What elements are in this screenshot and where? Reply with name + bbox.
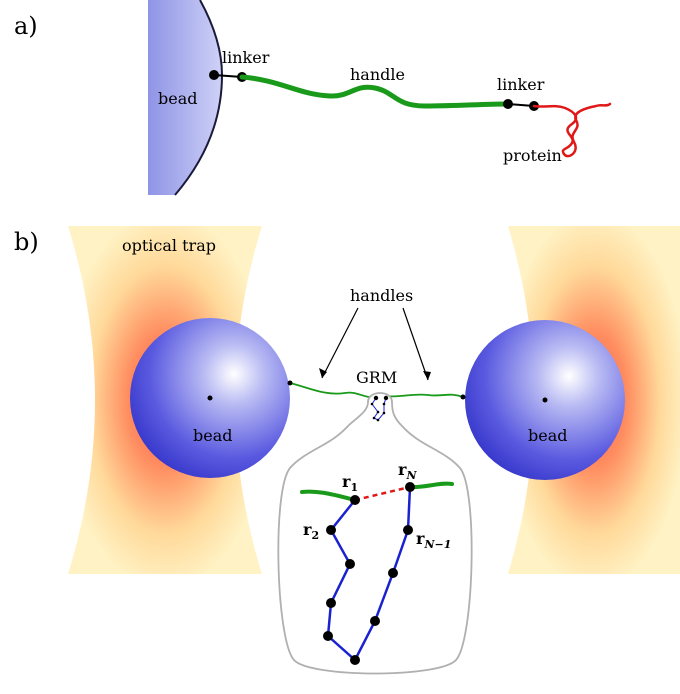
handles-arrow-left (321, 307, 359, 379)
optical-trap-label: optical trap (122, 236, 216, 255)
node-r1 (350, 495, 360, 505)
bead-a-outline (174, 0, 224, 196)
panel-b-label: b) (14, 228, 39, 256)
handle-b-left (289, 382, 379, 399)
label-rN: rN (398, 460, 417, 482)
handles-arrowhead-right (423, 371, 431, 380)
handles-arrowhead-left (319, 368, 327, 378)
bead-right-center (542, 397, 548, 403)
linker-left-label: linker (222, 48, 270, 67)
node-rN (405, 482, 415, 492)
inset-chain (326, 486, 412, 663)
panel-a-label: a) (14, 12, 38, 40)
handles-label: handles (350, 286, 413, 305)
attach-left (287, 380, 293, 386)
label-r1: r1 (342, 472, 358, 494)
node-rN-1 (403, 525, 413, 535)
protein-chain (532, 102, 612, 158)
dashed-bond (354, 485, 411, 502)
bead-left-label: bead (193, 426, 233, 445)
linker-right-label: linker (497, 75, 545, 94)
handle-a (239, 74, 511, 109)
bead-a-shape (148, 0, 222, 195)
bead-left-center (207, 395, 213, 401)
bead-a-label: bead (158, 89, 198, 108)
bead-right-label: bead (528, 426, 568, 445)
linker-left-node-1 (209, 70, 219, 80)
mini-chain-nodes (370, 395, 389, 422)
mini-chain (371, 397, 387, 421)
attach-right (460, 394, 466, 400)
inset-chain-nodes (323, 482, 415, 665)
grm-label: GRM (356, 368, 397, 387)
protein-label: protein (503, 146, 562, 165)
handle-a-label: handle (350, 65, 405, 84)
label-r2: r2 (303, 520, 319, 542)
label-rN-1: rN−1 (416, 529, 451, 551)
linker-right-node-1 (503, 99, 513, 109)
handle-b-right (383, 393, 464, 398)
node-r2 (326, 525, 336, 535)
handles-arrow-right (402, 307, 429, 381)
